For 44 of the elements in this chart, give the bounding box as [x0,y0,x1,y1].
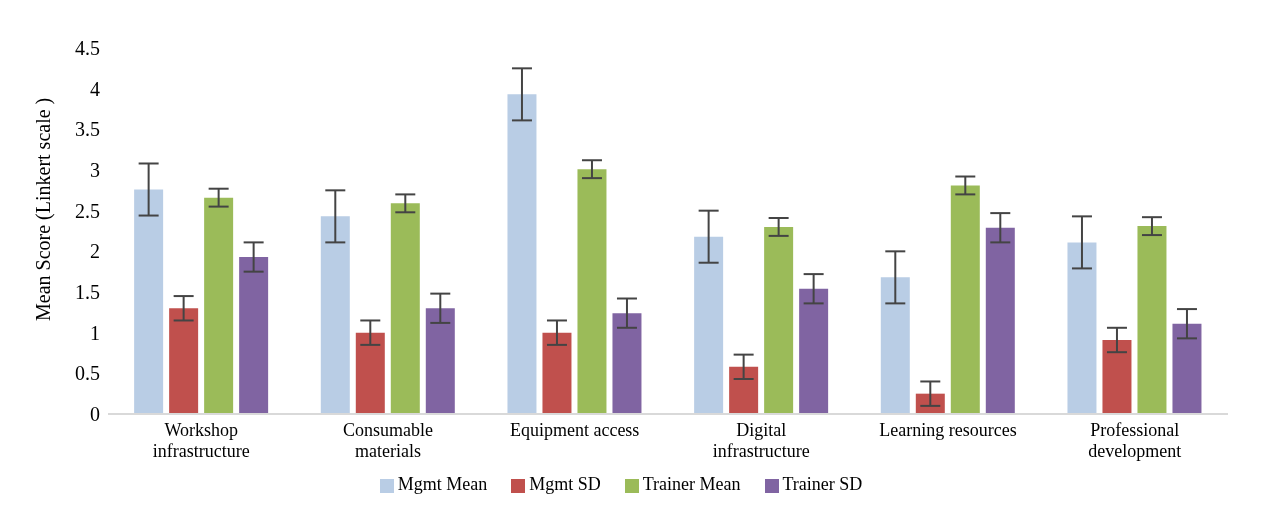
bar [355,332,385,414]
bar [764,226,794,414]
y-tick-label: 3.5 [75,118,100,141]
y-tick-label: 2 [90,240,100,263]
bar [425,308,455,414]
y-tick-label: 1.5 [75,281,100,304]
x-tick-label: Equipment access [509,420,640,440]
bar [1172,323,1202,414]
x-tick-label: Learning resources [879,420,1017,440]
bar [950,185,980,414]
bar [239,257,269,414]
y-tick-label: 0.5 [75,362,100,385]
y-tick-label: 3 [90,159,100,182]
bar [390,203,420,414]
bar [507,94,537,414]
y-tick-label: 0 [90,403,100,426]
legend-label: Mgmt Mean [397,474,488,494]
bar [204,197,234,414]
y-tick-label: 2.5 [75,199,100,222]
legend-label: Trainer SD [782,474,863,494]
legend-label: Mgmt SD [529,474,601,494]
bar [577,169,607,414]
x-tick-label: Consumable materials [343,420,433,461]
x-tick-label: Workshop infrastructure [152,420,250,461]
bar [799,288,829,414]
bar [169,308,199,414]
bar [729,366,759,414]
y-axis-title: Mean Score (Linkert scale ) [32,97,56,321]
x-tick-label: Digital infrastructure [712,420,810,461]
bar [985,227,1015,414]
bar [542,332,572,414]
y-tick-label: 4 [90,77,100,100]
y-tick-label: 1 [90,321,100,344]
bar [612,313,642,414]
bar [1102,339,1132,414]
y-tick-label: 4.5 [75,37,100,60]
bar [1137,226,1167,414]
bar [1067,242,1097,414]
bar [694,236,724,414]
bar [880,277,910,414]
legend-label: Trainer Mean [642,474,741,494]
x-tick-label: Professional development [1088,420,1182,461]
bar [320,216,350,414]
bar [134,189,164,414]
